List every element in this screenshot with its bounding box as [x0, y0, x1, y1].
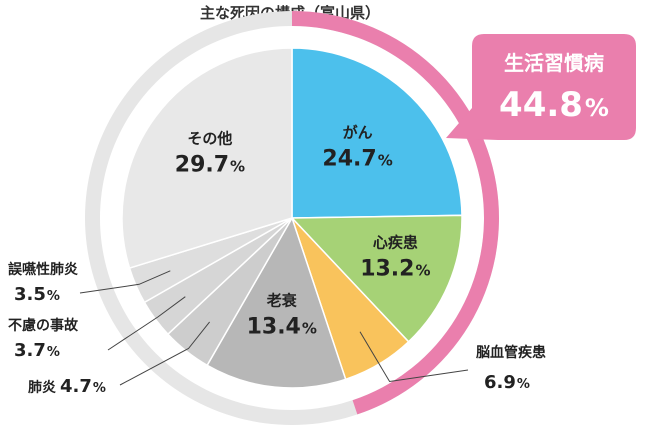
leader-line [79, 270, 171, 294]
leader-line [119, 321, 210, 386]
pie-slices [121, 47, 463, 389]
slice-label-value: 29.7% [175, 152, 245, 177]
slice-label-value: 3.7% [14, 340, 60, 361]
pie-slice [121, 47, 293, 270]
slice-label-name: 脳血管疾患 [476, 344, 546, 361]
slice-label-value: 6.9% [484, 372, 530, 393]
group-callout-bubble [446, 34, 636, 140]
group-callout: 生活習慣病 44.8% [446, 34, 636, 140]
leader-line [107, 296, 186, 351]
slice-label-name: 老衰 [266, 291, 298, 309]
pie-slice [206, 216, 347, 389]
slice-label-name: その他 [187, 129, 232, 147]
slice-label-value: 13.2% [360, 257, 430, 282]
group-callout-name: 生活習慣病 [504, 51, 604, 75]
leader-line [359, 331, 469, 383]
slice-label-name: 心疾患 [373, 234, 418, 252]
slice-label-name: 不慮の事故 [8, 317, 79, 334]
slice-labels: がん 24.7% 心疾患 13.2% 老衰 13.4% その他 29.7% 脳血管疾患 6.9% 肺… [8, 123, 546, 397]
pie-slice [290, 214, 463, 343]
slice-label-name: 誤嚥性肺炎 [8, 261, 78, 278]
leader-lines [79, 270, 469, 386]
slice-label: 肺炎 4.7% [28, 376, 106, 397]
slice-label-name: がん [343, 123, 373, 141]
slice-label-value: 24.7% [322, 146, 392, 171]
pie-slice [291, 47, 463, 219]
group-callout-value: 44.8% [499, 85, 609, 125]
slice-label-value: 3.5% [14, 284, 60, 305]
slice-label-value: 13.4% [247, 314, 317, 339]
